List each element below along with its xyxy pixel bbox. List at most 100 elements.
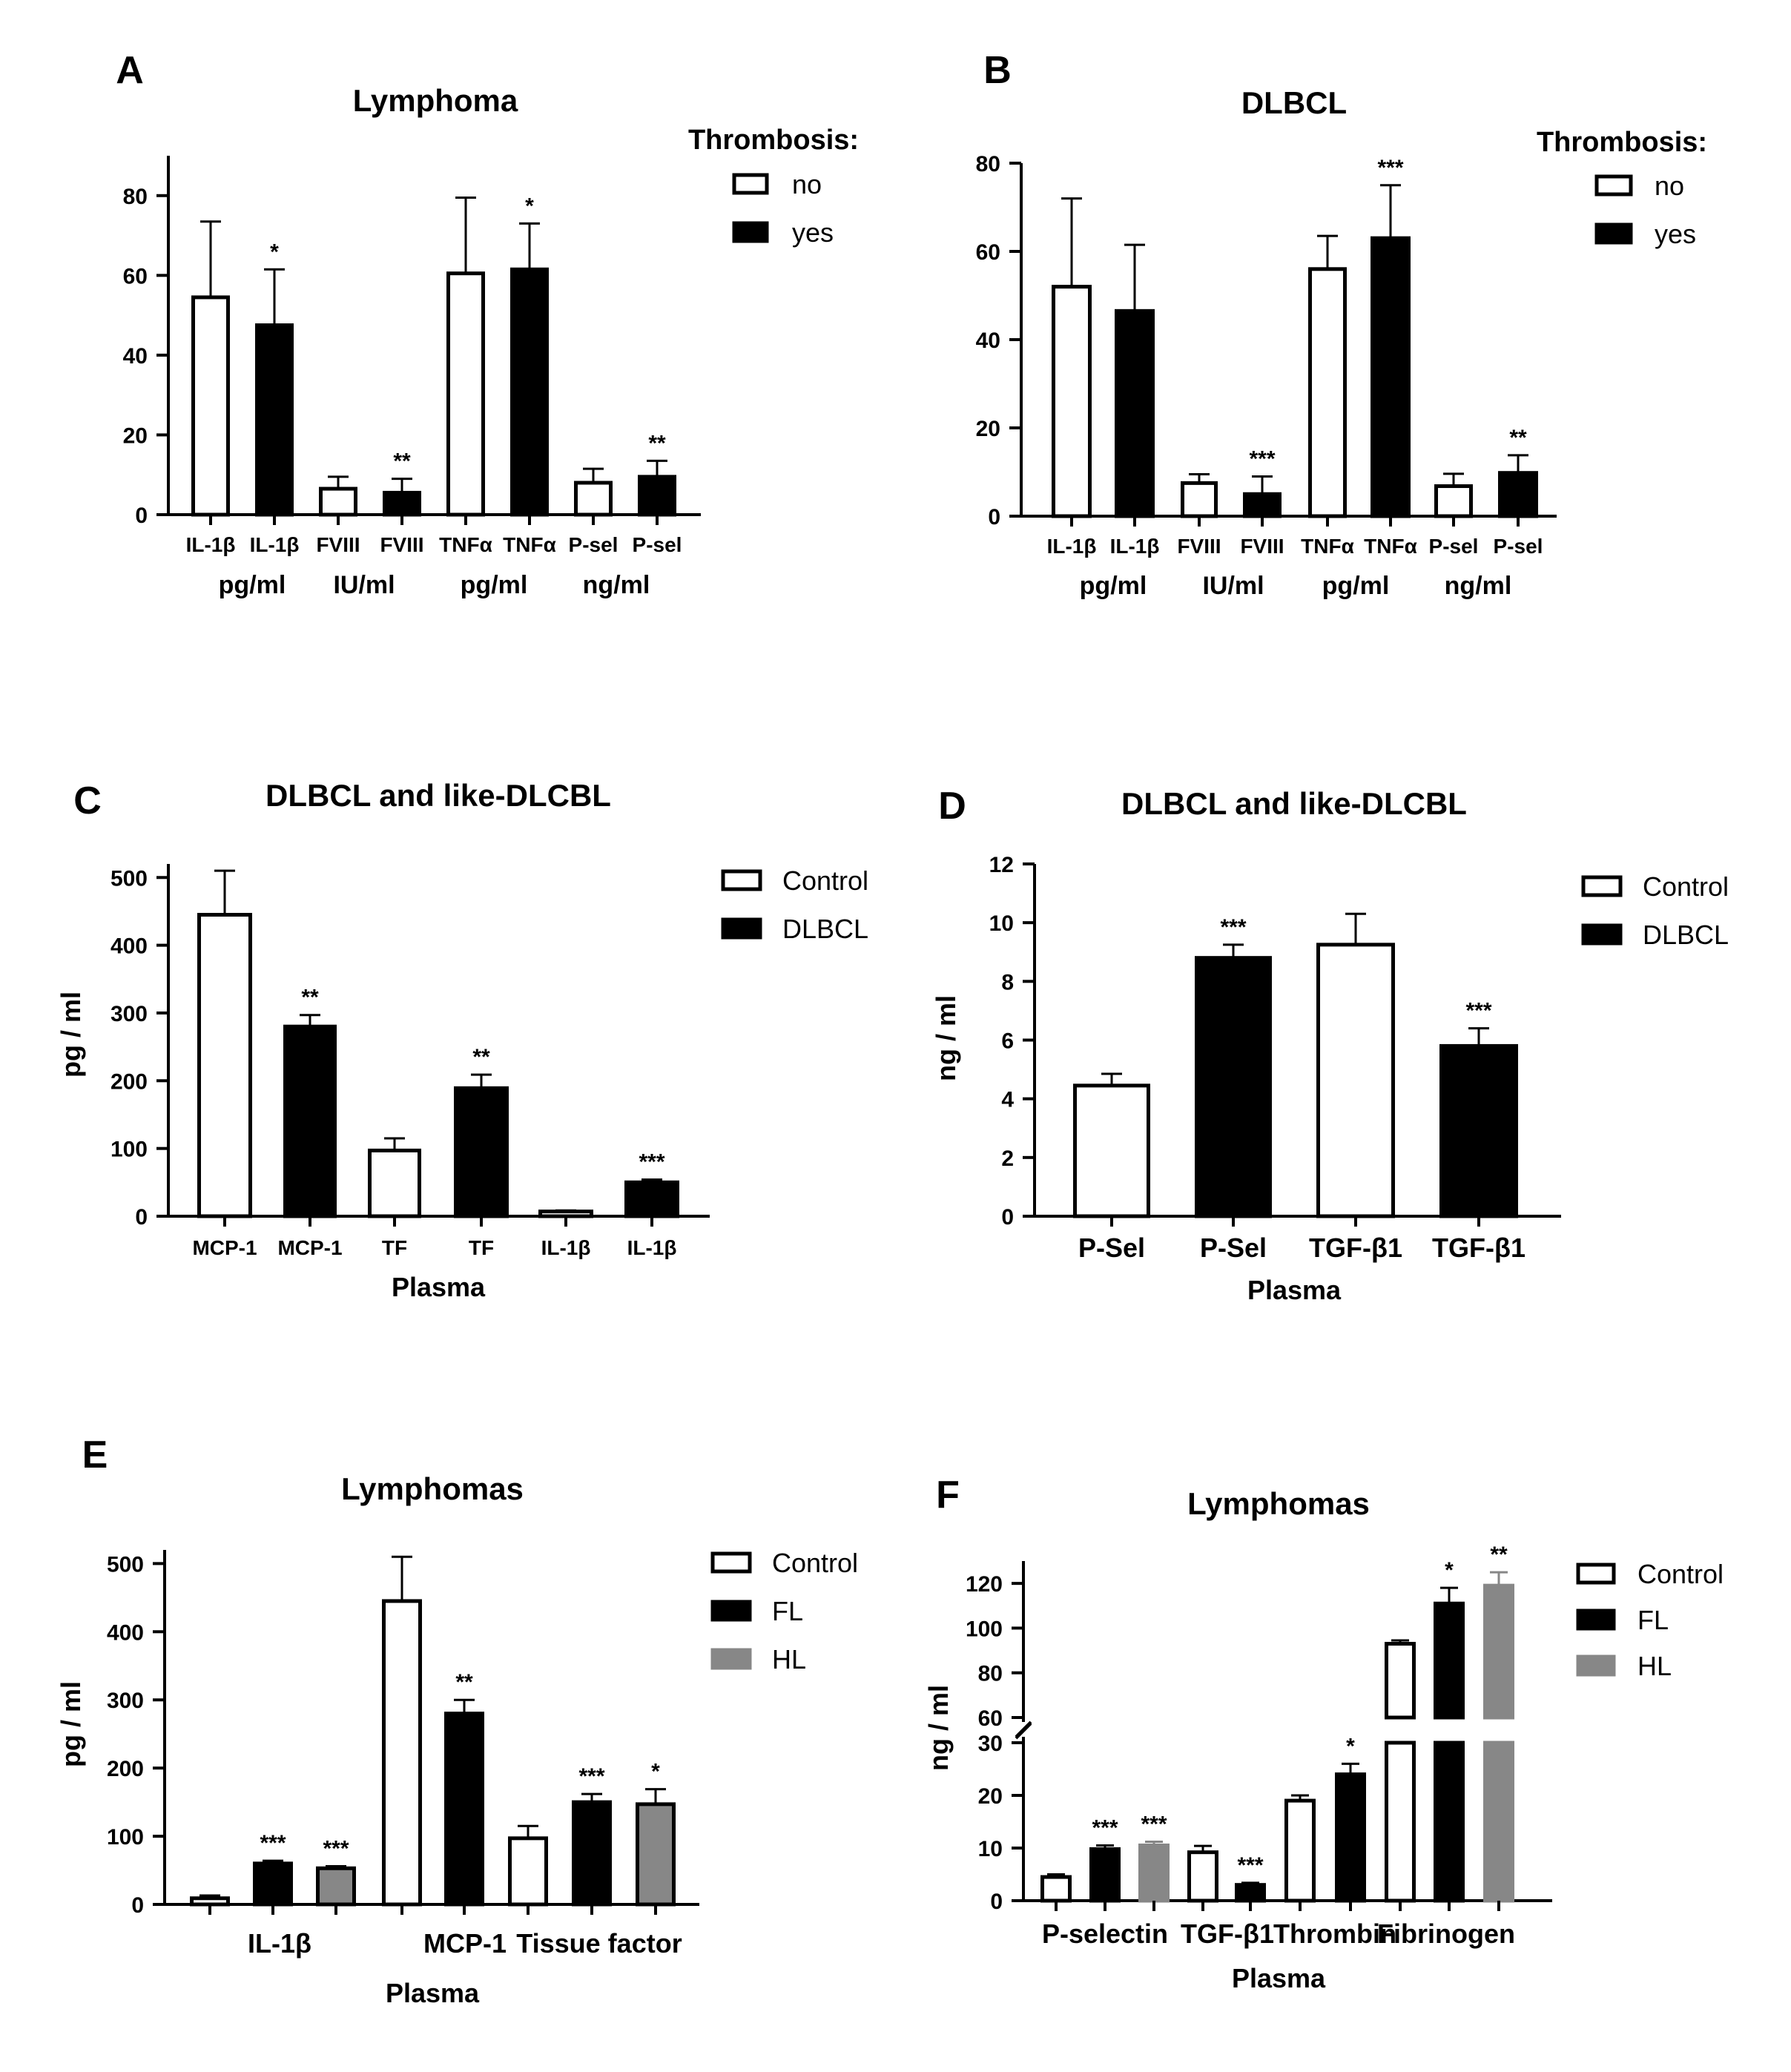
y-tick-label: 500 xyxy=(111,866,148,891)
legend-swatch xyxy=(710,1600,752,1622)
panel-D: D DLBCL and like-DLCBL 0 2 4 6 8 10 12 P-Sel *** P-… xyxy=(931,785,1729,1305)
x-axis-title: Plasma xyxy=(1247,1275,1342,1305)
x-tick-label: TNFα xyxy=(1301,535,1354,558)
bar xyxy=(1498,471,1538,518)
unit-label: IU/ml xyxy=(1202,572,1264,600)
y-tick-label: 0 xyxy=(990,1890,1003,1914)
panel-letter: A xyxy=(116,49,144,92)
bar xyxy=(1434,484,1473,518)
legend-label: Control xyxy=(782,865,868,896)
x-tick-label: IL-1β xyxy=(186,533,236,556)
bar xyxy=(1483,1583,1514,1720)
significance-label: ** xyxy=(393,449,411,474)
x-tick-label: TNFα xyxy=(439,533,492,556)
bar xyxy=(1243,492,1282,518)
bar xyxy=(508,1836,548,1907)
bar xyxy=(1115,309,1155,518)
x-tick-label: IL-1β xyxy=(250,533,300,556)
bar xyxy=(1371,236,1411,518)
x-tick-label: MCP-1 xyxy=(277,1236,342,1259)
bar xyxy=(572,1800,612,1907)
y-tick-label: 100 xyxy=(966,1617,1003,1641)
y-tick-label: 20 xyxy=(123,423,148,448)
bar xyxy=(1195,956,1272,1218)
unit-label: ng/ml xyxy=(1445,572,1512,600)
bar xyxy=(368,1148,421,1218)
x-tick-label: TF xyxy=(469,1236,494,1259)
y-tick-label: 80 xyxy=(976,152,1000,176)
bar xyxy=(1316,943,1395,1218)
panel-letter: C xyxy=(73,779,102,822)
significance-label: *** xyxy=(1465,999,1491,1023)
legend-swatch xyxy=(1594,174,1633,197)
chart-title: DLBCL and like-DLCBL xyxy=(265,778,611,813)
y-tick-label: 500 xyxy=(107,1552,144,1577)
bar xyxy=(510,267,549,517)
bar xyxy=(1138,1843,1170,1903)
y-tick-label: 300 xyxy=(107,1689,144,1713)
legend-label: Control xyxy=(1643,871,1729,902)
bar xyxy=(1439,1043,1518,1218)
legend-label: Control xyxy=(772,1548,858,1578)
legend-swatch xyxy=(1576,1563,1616,1585)
significance-label: * xyxy=(1346,1734,1355,1758)
legend-label: yes xyxy=(1655,219,1696,249)
y-axis-title: ng / ml xyxy=(931,995,961,1081)
y-tick-label: 12 xyxy=(989,853,1014,877)
significance-label: ** xyxy=(648,431,666,455)
group-label: P-selectin xyxy=(1042,1918,1168,1949)
x-tick-label: MCP-1 xyxy=(192,1236,257,1259)
y-tick-label: 0 xyxy=(1001,1205,1014,1230)
x-axis-title: Plasma xyxy=(392,1272,486,1302)
bar xyxy=(1089,1847,1121,1903)
x-tick-label: TNFα xyxy=(1364,535,1417,558)
bar xyxy=(1073,1083,1150,1218)
bar xyxy=(454,1086,509,1218)
significance-label: *** xyxy=(639,1150,664,1175)
significance-label: *** xyxy=(578,1764,604,1789)
legend-swatch xyxy=(732,221,769,243)
legend-swatch xyxy=(1594,222,1633,245)
legend-swatch xyxy=(1576,1609,1616,1631)
bar xyxy=(574,481,613,517)
x-tick-label: TNFα xyxy=(503,533,556,556)
y-tick-label: 200 xyxy=(107,1757,144,1781)
legend-label: no xyxy=(792,169,822,199)
y-tick-label: 0 xyxy=(988,505,1000,529)
bar xyxy=(191,295,230,517)
bar xyxy=(190,1896,230,1907)
unit-label: pg/ml xyxy=(219,571,286,599)
significance-label: ** xyxy=(455,1670,473,1695)
bar xyxy=(255,323,294,517)
y-tick-label: 100 xyxy=(111,1138,148,1162)
legend-label: DLBCL xyxy=(1643,920,1729,950)
group-label: IL-1β xyxy=(248,1928,311,1959)
legend-swatch xyxy=(710,1648,752,1670)
x-tick-label: FVIII xyxy=(1177,535,1221,558)
legend-swatch xyxy=(721,869,762,891)
y-tick-label: 0 xyxy=(135,1205,148,1230)
chart-title: Lymphoma xyxy=(353,83,518,118)
significance-label: ** xyxy=(301,986,319,1010)
bar xyxy=(1385,1642,1416,1720)
y-tick-label: 400 xyxy=(107,1620,144,1645)
x-tick-label: TGF-β1 xyxy=(1432,1233,1526,1263)
bar-lower-segment xyxy=(1434,1741,1465,1903)
x-axis-title: Plasma xyxy=(1232,1963,1326,1993)
y-axis-title: ng / ml xyxy=(923,1685,954,1771)
bar xyxy=(283,1024,337,1218)
x-tick-label: FVIII xyxy=(380,533,423,556)
bar xyxy=(538,1210,593,1218)
y-tick-label: 0 xyxy=(135,504,148,528)
bar xyxy=(1235,1883,1266,1903)
significance-label: *** xyxy=(323,1837,349,1861)
bar xyxy=(316,1866,356,1907)
panel-letter: D xyxy=(938,785,966,828)
unit-label: IU/ml xyxy=(333,571,395,599)
y-tick-label: 60 xyxy=(978,1706,1003,1731)
significance-label: ** xyxy=(472,1045,490,1069)
y-tick-label: 100 xyxy=(107,1825,144,1850)
unit-label: ng/ml xyxy=(583,571,650,599)
legend-swatch xyxy=(710,1551,752,1574)
y-tick-label: 30 xyxy=(978,1732,1003,1756)
